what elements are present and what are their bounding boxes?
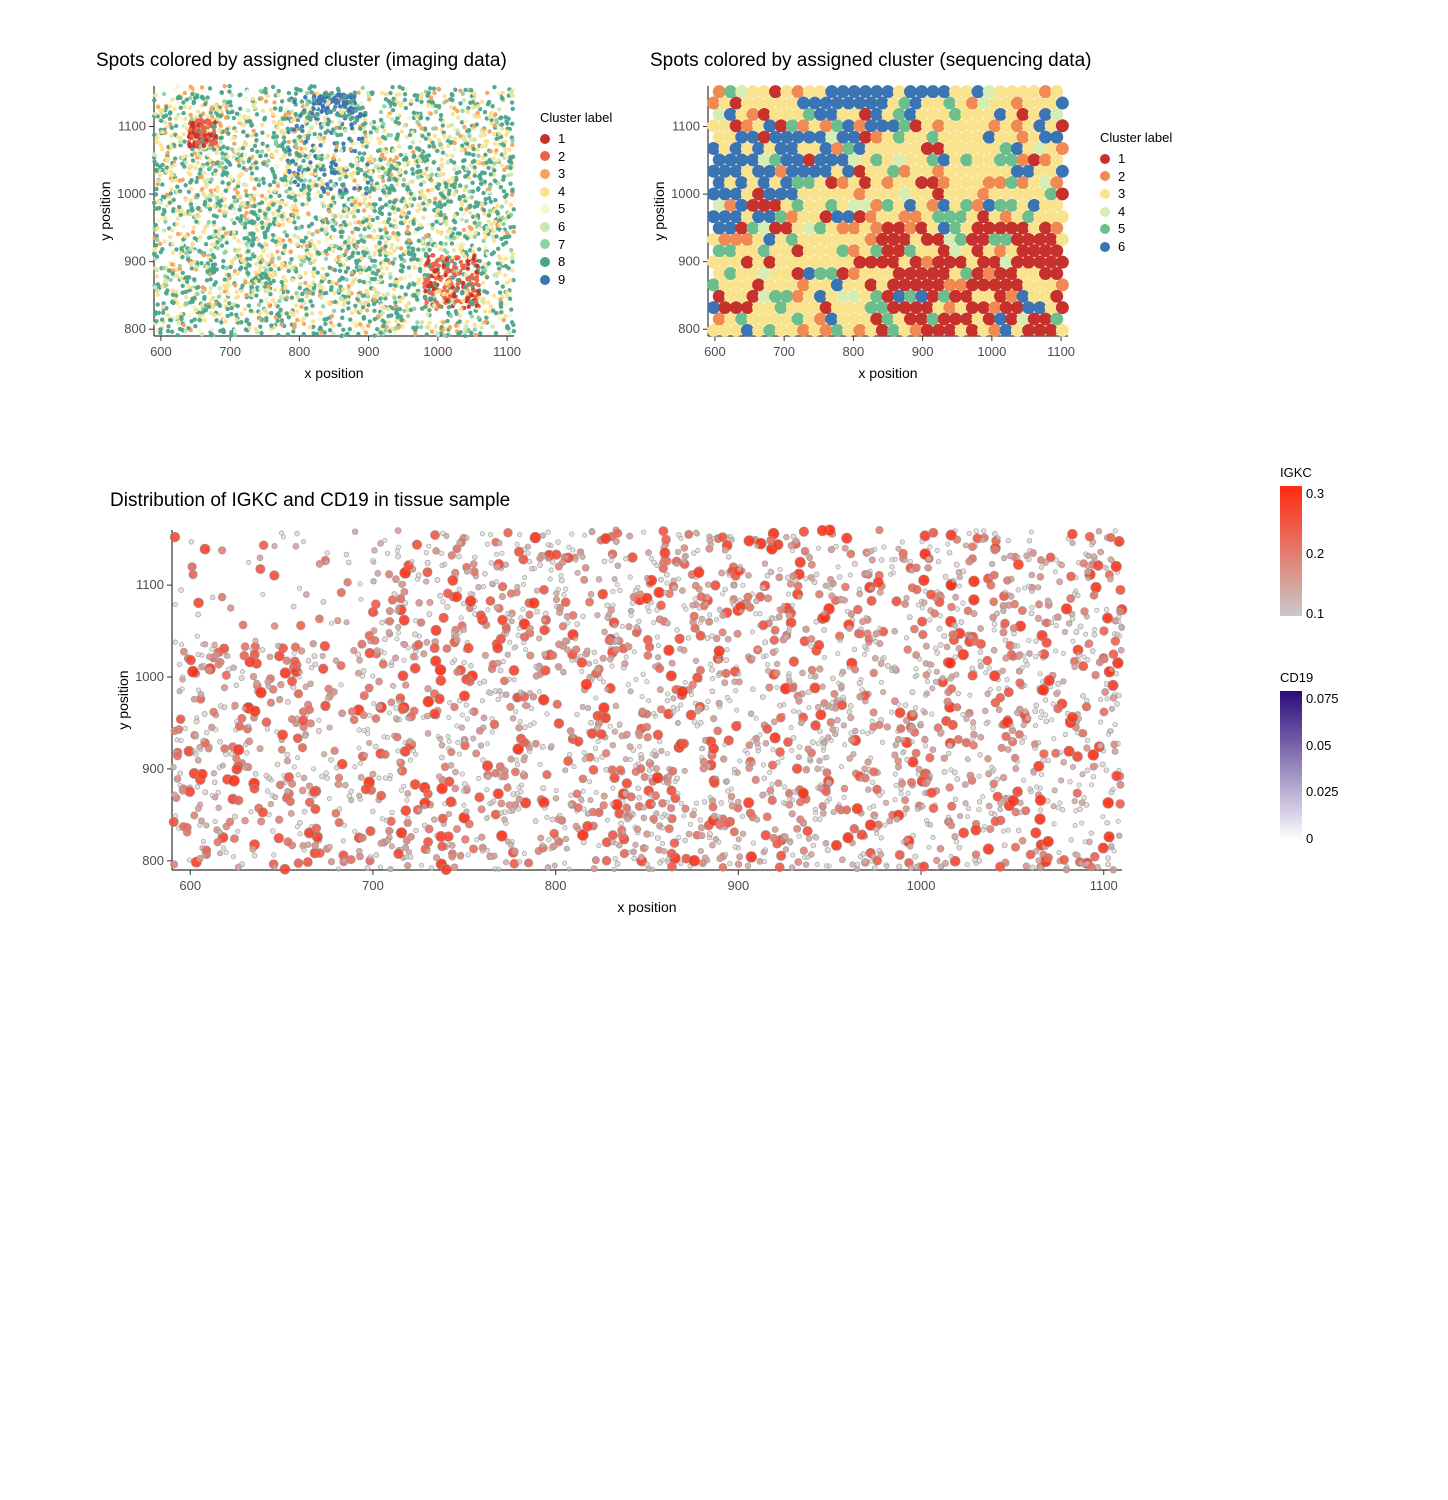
gradient-tick: 0.1 [1306, 606, 1324, 621]
legend-label: 6 [558, 219, 565, 235]
scatter-sequencing: 600 700 800 900 1000 1100 800 900 1000 1100 x posi… [650, 76, 1090, 396]
legend-label: 1 [1118, 151, 1125, 167]
svg-text:800: 800 [124, 321, 146, 336]
legend-dot-icon [540, 257, 550, 267]
legend-a-items: 1 23 45 6 78 9 [540, 131, 612, 287]
legend-dot-icon [1100, 224, 1110, 234]
legend-label: 5 [1118, 221, 1125, 237]
legend-item: 5 [1100, 221, 1172, 237]
legend-label: 9 [558, 272, 565, 288]
svg-text:900: 900 [358, 344, 380, 359]
gradient-tick: 0 [1306, 831, 1313, 846]
svg-text:1000: 1000 [423, 344, 452, 359]
legend-item: 9 [540, 272, 612, 288]
svg-text:x position: x position [858, 365, 917, 381]
legend-dot-icon [1100, 154, 1110, 164]
legend-label: 2 [558, 149, 565, 165]
legend-dot-icon [540, 222, 550, 232]
legend-item: 6 [1100, 239, 1172, 255]
legend-item: 5 [540, 201, 612, 217]
legend-dot-icon [540, 134, 550, 144]
legend-b-title: Cluster label [1100, 130, 1172, 145]
legend-b-items: 1 23 45 6 [1100, 151, 1172, 255]
cd19-legend: CD19 0.0750.050.0250 [1280, 670, 1313, 841]
legend-dot-icon [540, 239, 550, 249]
svg-text:800: 800 [678, 321, 700, 336]
panel-distribution: Distribution of IGKC and CD19 in tissue … [110, 490, 1150, 941]
gradient-tick: 0.075 [1306, 691, 1339, 706]
svg-text:600: 600 [150, 344, 172, 359]
igkc-gradient-bar [1280, 486, 1302, 616]
svg-text:y position: y position [651, 181, 667, 240]
legend-label: 8 [558, 254, 565, 270]
gradient-tick: 0.05 [1306, 738, 1331, 753]
legend-dot-icon [1100, 207, 1110, 217]
legend-label: 1 [558, 131, 565, 147]
legend-item: 2 [1100, 169, 1172, 185]
legend-dot-icon [540, 169, 550, 179]
svg-text:600: 600 [704, 344, 726, 359]
legend-dot-icon [540, 187, 550, 197]
legend-item: 6 [540, 219, 612, 235]
legend-dot-icon [540, 151, 550, 161]
svg-text:800: 800 [289, 344, 311, 359]
legend-item: 1 [1100, 151, 1172, 167]
svg-text:1000: 1000 [977, 344, 1006, 359]
svg-text:1100: 1100 [1047, 344, 1075, 359]
legend-dot-icon [540, 275, 550, 285]
panel-b-title: Spots colored by assigned cluster (seque… [650, 50, 1091, 72]
panel-imaging: Spots colored by assigned cluster (imagi… [96, 50, 536, 401]
svg-text:x position: x position [304, 365, 363, 381]
legend-item: 1 [540, 131, 612, 147]
legend-dot-icon [540, 204, 550, 214]
legend-label: 4 [1118, 204, 1125, 220]
scatter-distribution: 6007008009001000110080090010001100x posi… [110, 516, 1150, 936]
svg-text:1100: 1100 [493, 344, 521, 359]
legend-item: 4 [1100, 204, 1172, 220]
svg-text:y position: y position [97, 181, 113, 240]
svg-text:1100: 1100 [672, 119, 700, 134]
igkc-legend: IGKC 0.30.20.1 [1280, 465, 1312, 616]
legend-item: 2 [540, 149, 612, 165]
svg-text:900: 900 [912, 344, 934, 359]
legend-label: 2 [1118, 169, 1125, 185]
svg-text:1000: 1000 [117, 186, 146, 201]
svg-text:1000: 1000 [671, 186, 700, 201]
gradient-tick: 0.3 [1306, 486, 1324, 501]
svg-text:900: 900 [678, 254, 700, 269]
legend-label: 4 [558, 184, 565, 200]
legend-dot-icon [1100, 189, 1110, 199]
legend-label: 6 [1118, 239, 1125, 255]
legend-label: 3 [558, 166, 565, 182]
svg-text:700: 700 [773, 344, 795, 359]
legend-item: 7 [540, 237, 612, 253]
legend-label: 7 [558, 237, 565, 253]
panel-a-title: Spots colored by assigned cluster (imagi… [96, 50, 536, 72]
panel-c-title: Distribution of IGKC and CD19 in tissue … [110, 490, 1150, 512]
legend-dot-icon [1100, 242, 1110, 252]
legend-dot-icon [1100, 171, 1110, 181]
legend-label: 5 [558, 201, 565, 217]
scatter-imaging: 600 700 800 900 1000 1100 800 900 1000 1100 x posi… [96, 76, 536, 396]
cd19-gradient-bar [1280, 691, 1302, 841]
svg-text:700: 700 [219, 344, 241, 359]
legend-a: Cluster label 1 23 45 6 78 9 [540, 110, 612, 289]
gradient-tick: 0.2 [1306, 546, 1324, 561]
legend-a-title: Cluster label [540, 110, 612, 125]
panel-sequencing: Spots colored by assigned cluster (seque… [650, 50, 1091, 401]
legend-item: 4 [540, 184, 612, 200]
svg-text:900: 900 [124, 254, 146, 269]
legend-item: 8 [540, 254, 612, 270]
svg-text:800: 800 [843, 344, 865, 359]
legend-item: 3 [540, 166, 612, 182]
igkc-title: IGKC [1280, 465, 1312, 480]
legend-label: 3 [1118, 186, 1125, 202]
legend-b: Cluster label 1 23 45 6 [1100, 130, 1172, 257]
svg-text:1100: 1100 [118, 119, 146, 134]
gradient-tick: 0.025 [1306, 784, 1339, 799]
legend-item: 3 [1100, 186, 1172, 202]
cd19-title: CD19 [1280, 670, 1313, 685]
